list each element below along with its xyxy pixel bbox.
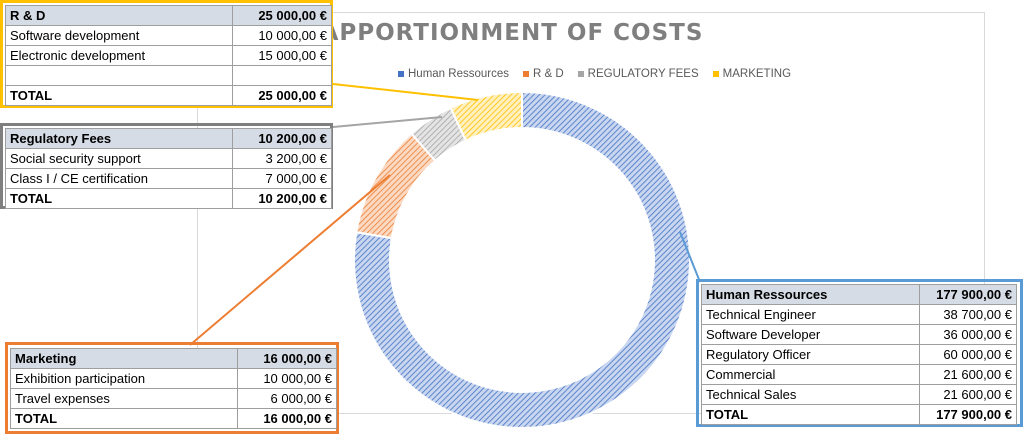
table-header-amount: 25 000,00 € [232, 5, 332, 26]
table-cell-amount: 60 000,00 € [919, 344, 1017, 365]
table-row: Regulatory Officer 60 000,00 € [701, 344, 1017, 365]
table-header-row: Human Ressources 177 900,00 € [701, 284, 1017, 305]
table-total-row: TOTAL 25 000,00 € [5, 85, 332, 106]
table-cell-label: Software development [5, 25, 233, 46]
table-cell-label: Travel expenses [10, 388, 238, 409]
table-cell-amount: 7 000,00 € [232, 168, 332, 189]
table-row: Technical Engineer 38 700,00 € [701, 304, 1017, 325]
table-total-label: TOTAL [701, 404, 920, 425]
rd-table: R & D 25 000,00 € Software development 1… [5, 5, 332, 106]
donut-slice-r-d [355, 132, 437, 240]
table-cell-label: Class I / CE certification [5, 168, 233, 189]
table-cell-amount: 38 700,00 € [919, 304, 1017, 325]
chart-legend: Human Ressources R & D REGULATORY FEES M… [398, 68, 791, 80]
marketing-table: Marketing 16 000,00 € Exhibition partici… [10, 348, 337, 429]
legend-swatch-regulatory-fees [577, 71, 584, 77]
legend-item-human-ressources: Human Ressources [398, 68, 509, 80]
table-cell-amount: 10 000,00 € [237, 368, 337, 389]
table-total-row: TOTAL 16 000,00 € [10, 408, 337, 429]
table-row: Exhibition participation 10 000,00 € [10, 368, 337, 389]
table-cell-amount: 15 000,00 € [232, 45, 332, 66]
table-cell-amount: 3 200,00 € [232, 148, 332, 169]
table-cell-amount: 21 600,00 € [919, 384, 1017, 405]
table-total-row: TOTAL 10 200,00 € [5, 188, 332, 209]
leader-line-human-ressources [679, 231, 701, 283]
leader-line-marketing [189, 174, 391, 346]
table-header-label: Regulatory Fees [5, 128, 233, 149]
table-total-row: TOTAL 177 900,00 € [701, 404, 1017, 425]
table-total-amount: 177 900,00 € [919, 404, 1017, 425]
table-total-amount: 16 000,00 € [237, 408, 337, 429]
table-cell-amount [232, 65, 332, 86]
table-row [5, 65, 332, 86]
legend-label: REGULATORY FEES [587, 68, 699, 80]
leader-line-rd [332, 83, 479, 101]
table-cell-label: Exhibition participation [10, 368, 238, 389]
legend-label: MARKETING [722, 68, 792, 80]
legend-item-marketing: MARKETING [712, 68, 792, 80]
table-cell-label: Software Developer [701, 324, 920, 345]
table-row: Commercial 21 600,00 € [701, 364, 1017, 385]
table-header-amount: 16 000,00 € [237, 348, 337, 369]
legend-label: R & D [532, 68, 564, 80]
hr-table-frame [696, 279, 1023, 427]
table-header-row: Regulatory Fees 10 200,00 € [5, 128, 332, 149]
table-row: Social security support 3 200,00 € [5, 148, 332, 169]
table-cell-label [5, 65, 233, 86]
table-row: Travel expenses 6 000,00 € [10, 388, 337, 409]
table-header-row: R & D 25 000,00 € [5, 5, 332, 26]
legend-swatch-rd [522, 71, 529, 77]
table-header-label: Human Ressources [701, 284, 920, 305]
table-row: Software development 10 000,00 € [5, 25, 332, 46]
table-row: Technical Sales 21 600,00 € [701, 384, 1017, 405]
table-header-label: R & D [5, 5, 233, 26]
table-cell-amount: 6 000,00 € [237, 388, 337, 409]
table-cell-label: Commercial [701, 364, 920, 385]
table-total-amount: 10 200,00 € [232, 188, 332, 209]
table-header-amount: 10 200,00 € [232, 128, 332, 149]
table-total-label: TOTAL [10, 408, 238, 429]
table-cell-label: Social security support [5, 148, 233, 169]
table-header-row: Marketing 16 000,00 € [10, 348, 337, 369]
legend-label: Human Ressources [408, 68, 509, 80]
legend-swatch-marketing [712, 71, 719, 77]
table-total-label: TOTAL [5, 85, 233, 106]
table-cell-amount: 10 000,00 € [232, 25, 332, 46]
legend-swatch-human-ressources [398, 71, 404, 77]
hr-table: Human Ressources 177 900,00 € Technical … [701, 284, 1017, 425]
table-row: Software Developer 36 000,00 € [701, 324, 1017, 345]
table-cell-label: Electronic development [5, 45, 233, 66]
table-cell-amount: 36 000,00 € [919, 324, 1017, 345]
table-cell-label: Technical Sales [701, 384, 920, 405]
marketing-table-frame [5, 342, 339, 434]
table-cell-amount: 21 600,00 € [919, 364, 1017, 385]
table-cell-label: Technical Engineer [701, 304, 920, 325]
legend-item-regulatory-fees: REGULATORY FEES [577, 68, 699, 80]
legend-item-rd: R & D [522, 68, 564, 80]
chart-title: APPORTIONMENT OF COSTS [320, 20, 704, 46]
leader-line-regulatory-fees [332, 116, 443, 128]
table-header-label: Marketing [10, 348, 238, 369]
table-row: Electronic development 15 000,00 € [5, 45, 332, 66]
table-header-amount: 177 900,00 € [919, 284, 1017, 305]
table-total-amount: 25 000,00 € [232, 85, 332, 106]
regulatory-table: Regulatory Fees 10 200,00 € Social secur… [5, 128, 332, 209]
table-cell-label: Regulatory Officer [701, 344, 920, 365]
table-row: Class I / CE certification 7 000,00 € [5, 168, 332, 189]
table-total-label: TOTAL [5, 188, 233, 209]
